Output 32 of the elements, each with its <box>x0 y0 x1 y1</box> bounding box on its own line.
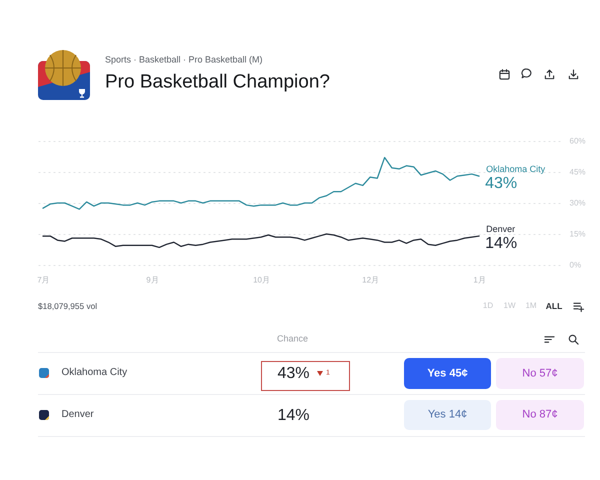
button: No 57¢ <box>496 358 584 389</box>
line-series <box>42 233 480 248</box>
text: 1W <box>504 301 516 310</box>
line-series <box>42 156 480 210</box>
button: No 87¢ <box>496 400 584 430</box>
x-tick-label: 10月 <box>253 276 270 284</box>
text: 14% <box>277 407 310 424</box>
y-tick-label: 45% <box>570 168 586 176</box>
y-tick-label: 60% <box>570 136 586 146</box>
text: 1M <box>525 301 537 310</box>
data-label: 43% <box>485 175 518 192</box>
y-tick-label: 15% <box>570 230 586 238</box>
chart-title: Pro Basketball Champion? <box>105 72 330 92</box>
y-tick-label: 30% <box>570 198 586 208</box>
text: $18,079,955 vol <box>38 300 98 311</box>
button: Yes 45¢ <box>404 358 491 389</box>
x-tick-label: 12月 <box>362 276 380 284</box>
text: Chance <box>276 334 308 344</box>
data-label: 14% <box>485 235 518 252</box>
x-tick-label: 1月 <box>473 276 486 284</box>
text: ALL <box>546 300 562 311</box>
series-label: Denver <box>486 224 516 234</box>
button: Yes 14¢ <box>404 400 491 430</box>
chart-subtitle: Sports · Basketball · Pro Basketball (M) <box>105 54 263 64</box>
x-tick-label: 7月 <box>37 276 50 284</box>
x-tick-label: 9月 <box>146 276 159 284</box>
text: Oklahoma City <box>62 367 128 378</box>
y-tick-label: 0% <box>570 260 582 270</box>
series-label: Oklahoma City <box>486 164 546 174</box>
text: 43% <box>277 365 310 382</box>
text: Denver <box>62 409 94 420</box>
text: 1D <box>482 301 494 310</box>
